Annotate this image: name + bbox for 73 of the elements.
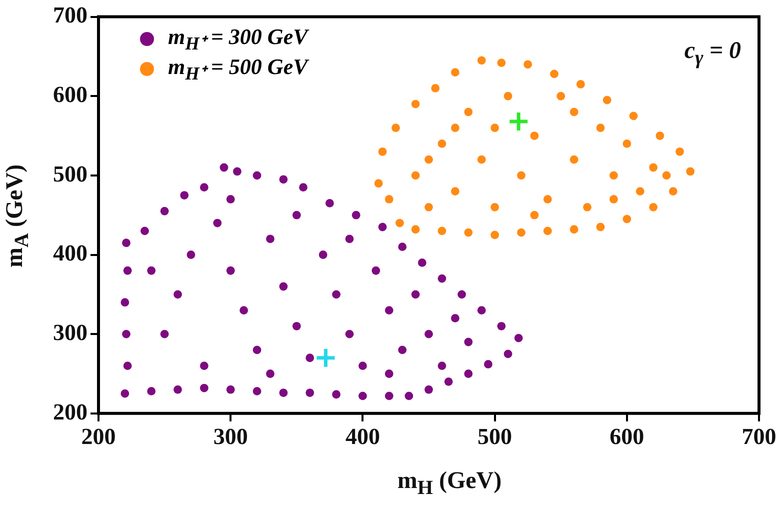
legend-label: m$_{H⁺}$ = 300 GeV <box>168 24 308 54</box>
point <box>438 140 446 148</box>
point <box>583 202 592 212</box>
point <box>570 155 578 164</box>
point <box>424 155 433 164</box>
point <box>464 228 473 237</box>
point <box>504 92 512 100</box>
point <box>384 195 394 204</box>
point <box>477 155 486 164</box>
y-tick-label: 500 <box>53 161 88 186</box>
y-tick-label: 700 <box>53 2 88 28</box>
annotation: c$_{γ}$ = 0 <box>684 38 741 70</box>
point <box>314 347 336 369</box>
point <box>662 171 671 180</box>
point <box>374 179 383 188</box>
point <box>686 167 695 176</box>
x-tick-label: 200 <box>81 424 116 450</box>
point <box>656 132 664 140</box>
point <box>411 171 420 180</box>
point <box>570 108 578 116</box>
point <box>508 110 530 132</box>
point <box>431 84 440 92</box>
point <box>450 187 460 196</box>
point <box>609 195 618 204</box>
point <box>450 68 460 77</box>
point <box>668 187 678 196</box>
point <box>524 60 532 69</box>
point <box>477 56 486 65</box>
point <box>649 202 658 212</box>
point <box>530 210 539 220</box>
point <box>424 202 433 212</box>
y-tick-label: 300 <box>53 320 88 346</box>
x-tick-label: 500 <box>478 424 512 450</box>
point <box>490 202 499 212</box>
y-tick-label: 600 <box>53 82 88 108</box>
point <box>450 124 460 132</box>
point <box>490 230 499 240</box>
x-tick-label: 700 <box>742 424 776 450</box>
point <box>596 222 605 232</box>
y-tick-label: 400 <box>53 240 88 266</box>
point <box>622 214 632 224</box>
x-tick-label: 300 <box>213 424 248 450</box>
point <box>676 147 684 156</box>
point <box>378 147 387 156</box>
point <box>596 124 605 132</box>
point <box>517 171 526 180</box>
point <box>411 225 420 234</box>
point <box>649 163 658 172</box>
point <box>636 187 644 196</box>
point <box>392 124 400 132</box>
point <box>622 140 632 148</box>
point <box>570 225 578 234</box>
x-tick-label: 400 <box>345 424 380 450</box>
point <box>517 228 526 237</box>
point <box>490 124 499 132</box>
point <box>543 195 552 204</box>
point <box>411 100 420 108</box>
point <box>629 112 638 120</box>
point <box>497 58 506 68</box>
point <box>438 226 446 236</box>
x-tick-label: 600 <box>610 424 644 450</box>
point <box>550 70 558 78</box>
legend-label: m$_{H⁺}$ = 500 GeV <box>168 54 308 84</box>
point <box>556 92 566 100</box>
y-tick-label: 200 <box>53 399 88 424</box>
point <box>609 171 618 180</box>
point <box>395 218 404 228</box>
point <box>464 108 473 116</box>
point <box>576 80 585 88</box>
point <box>602 96 612 104</box>
x-axis-title: m$_{H}$ (GeV) <box>396 468 503 500</box>
point <box>543 226 552 236</box>
point <box>530 132 539 140</box>
